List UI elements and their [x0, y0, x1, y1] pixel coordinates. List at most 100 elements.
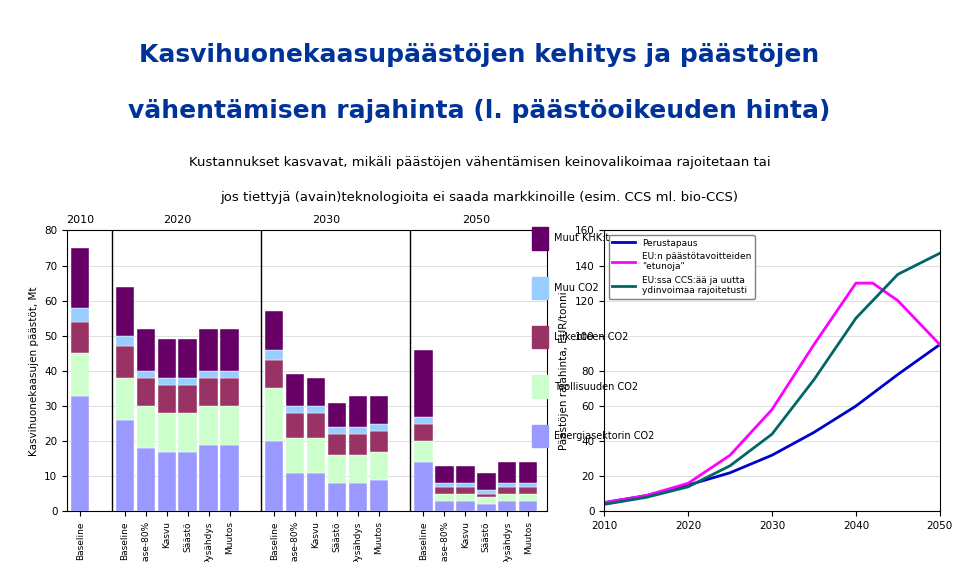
Bar	[328, 402, 346, 427]
Bar	[328, 427, 346, 434]
Bar	[456, 487, 475, 494]
Bar	[456, 483, 475, 487]
Bar	[519, 494, 537, 501]
Bar	[178, 385, 197, 413]
Bar	[307, 438, 325, 473]
Bar	[157, 413, 175, 452]
Bar	[370, 424, 388, 430]
Bar	[349, 396, 367, 427]
Bar	[136, 371, 155, 378]
Bar	[349, 455, 367, 483]
Bar	[478, 505, 496, 511]
Bar	[370, 480, 388, 511]
Bar	[498, 462, 517, 483]
Bar	[286, 374, 304, 406]
Y-axis label: Kasvihuonekaasujen päästöt, Mt: Kasvihuonekaasujen päästöt, Mt	[29, 286, 38, 456]
Bar	[519, 462, 537, 483]
Bar	[519, 501, 537, 511]
Bar	[116, 287, 134, 336]
Bar	[71, 396, 89, 511]
Bar	[265, 350, 283, 360]
Bar	[71, 248, 89, 308]
Bar	[307, 406, 325, 413]
Bar	[498, 487, 517, 494]
Bar	[307, 378, 325, 406]
Bar	[157, 452, 175, 511]
Bar	[136, 378, 155, 406]
Bar	[116, 346, 134, 378]
Bar	[435, 501, 454, 511]
Bar	[199, 406, 218, 445]
Bar	[178, 339, 197, 378]
Bar	[265, 441, 283, 511]
Bar	[307, 413, 325, 438]
Bar	[157, 385, 175, 413]
Text: 18.2.2014: 18.2.2014	[740, 13, 794, 23]
Bar	[414, 462, 433, 511]
Bar	[265, 311, 283, 350]
Text: vähentämisen rajahinta (l. päästöoikeuden hinta): vähentämisen rajahinta (l. päästöoikeude…	[129, 99, 830, 123]
Bar	[519, 487, 537, 494]
Bar	[478, 490, 496, 494]
Text: Energiasektorin CO2: Energiasektorin CO2	[554, 431, 654, 441]
Text: 2030: 2030	[313, 215, 340, 225]
Bar	[328, 483, 346, 511]
Bar	[532, 326, 548, 348]
Bar	[349, 427, 367, 434]
Bar	[414, 441, 433, 462]
Text: Muut KHK:t: Muut KHK:t	[554, 233, 609, 243]
Bar	[221, 329, 239, 371]
Bar	[157, 378, 175, 385]
Bar	[414, 424, 433, 441]
Text: Kasvihuonekaasupäästöjen kehitys ja päästöjen: Kasvihuonekaasupäästöjen kehitys ja pääs…	[139, 43, 820, 67]
Bar	[178, 452, 197, 511]
Bar	[328, 434, 346, 455]
Bar	[532, 375, 548, 398]
Bar	[199, 378, 218, 406]
Bar	[221, 371, 239, 378]
Bar	[307, 473, 325, 511]
Text: jos tiettyjä (avain)teknologioita ei saada markkinoille (esim. CCS ml. bio-CCS): jos tiettyjä (avain)teknologioita ei saa…	[221, 192, 738, 205]
Bar	[71, 353, 89, 396]
Bar	[265, 388, 283, 441]
Bar	[116, 336, 134, 346]
Bar	[435, 494, 454, 501]
Bar	[328, 455, 346, 483]
Bar	[456, 494, 475, 501]
Bar	[456, 501, 475, 511]
Bar	[221, 406, 239, 445]
Bar	[157, 339, 175, 378]
Bar	[116, 378, 134, 420]
Bar	[286, 413, 304, 438]
Bar	[414, 416, 433, 424]
Text: 2020: 2020	[163, 215, 191, 225]
Bar	[221, 445, 239, 511]
Text: Muu CO2: Muu CO2	[554, 283, 598, 293]
Bar	[265, 360, 283, 388]
Bar	[532, 277, 548, 299]
Bar	[199, 371, 218, 378]
Bar	[286, 438, 304, 473]
Bar	[456, 466, 475, 483]
Bar	[370, 396, 388, 424]
Bar	[478, 473, 496, 490]
Bar	[136, 406, 155, 448]
Bar	[370, 452, 388, 480]
Bar	[435, 483, 454, 487]
Text: Liikenteen CO2: Liikenteen CO2	[554, 332, 628, 342]
Bar	[478, 494, 496, 497]
Text: 14: 14	[830, 11, 849, 25]
Bar	[286, 406, 304, 413]
Bar	[498, 494, 517, 501]
Bar	[349, 483, 367, 511]
Bar	[435, 466, 454, 483]
Bar	[199, 329, 218, 371]
Text: Kustannukset kasvavat, mikäli päästöjen vähentämisen keinovalikoimaa rajoitetaan: Kustannukset kasvavat, mikäli päästöjen …	[189, 156, 770, 169]
Bar	[349, 434, 367, 455]
Bar	[221, 378, 239, 406]
Bar	[199, 445, 218, 511]
Bar	[370, 430, 388, 452]
Bar	[414, 350, 433, 416]
Bar	[435, 487, 454, 494]
Bar	[116, 420, 134, 511]
